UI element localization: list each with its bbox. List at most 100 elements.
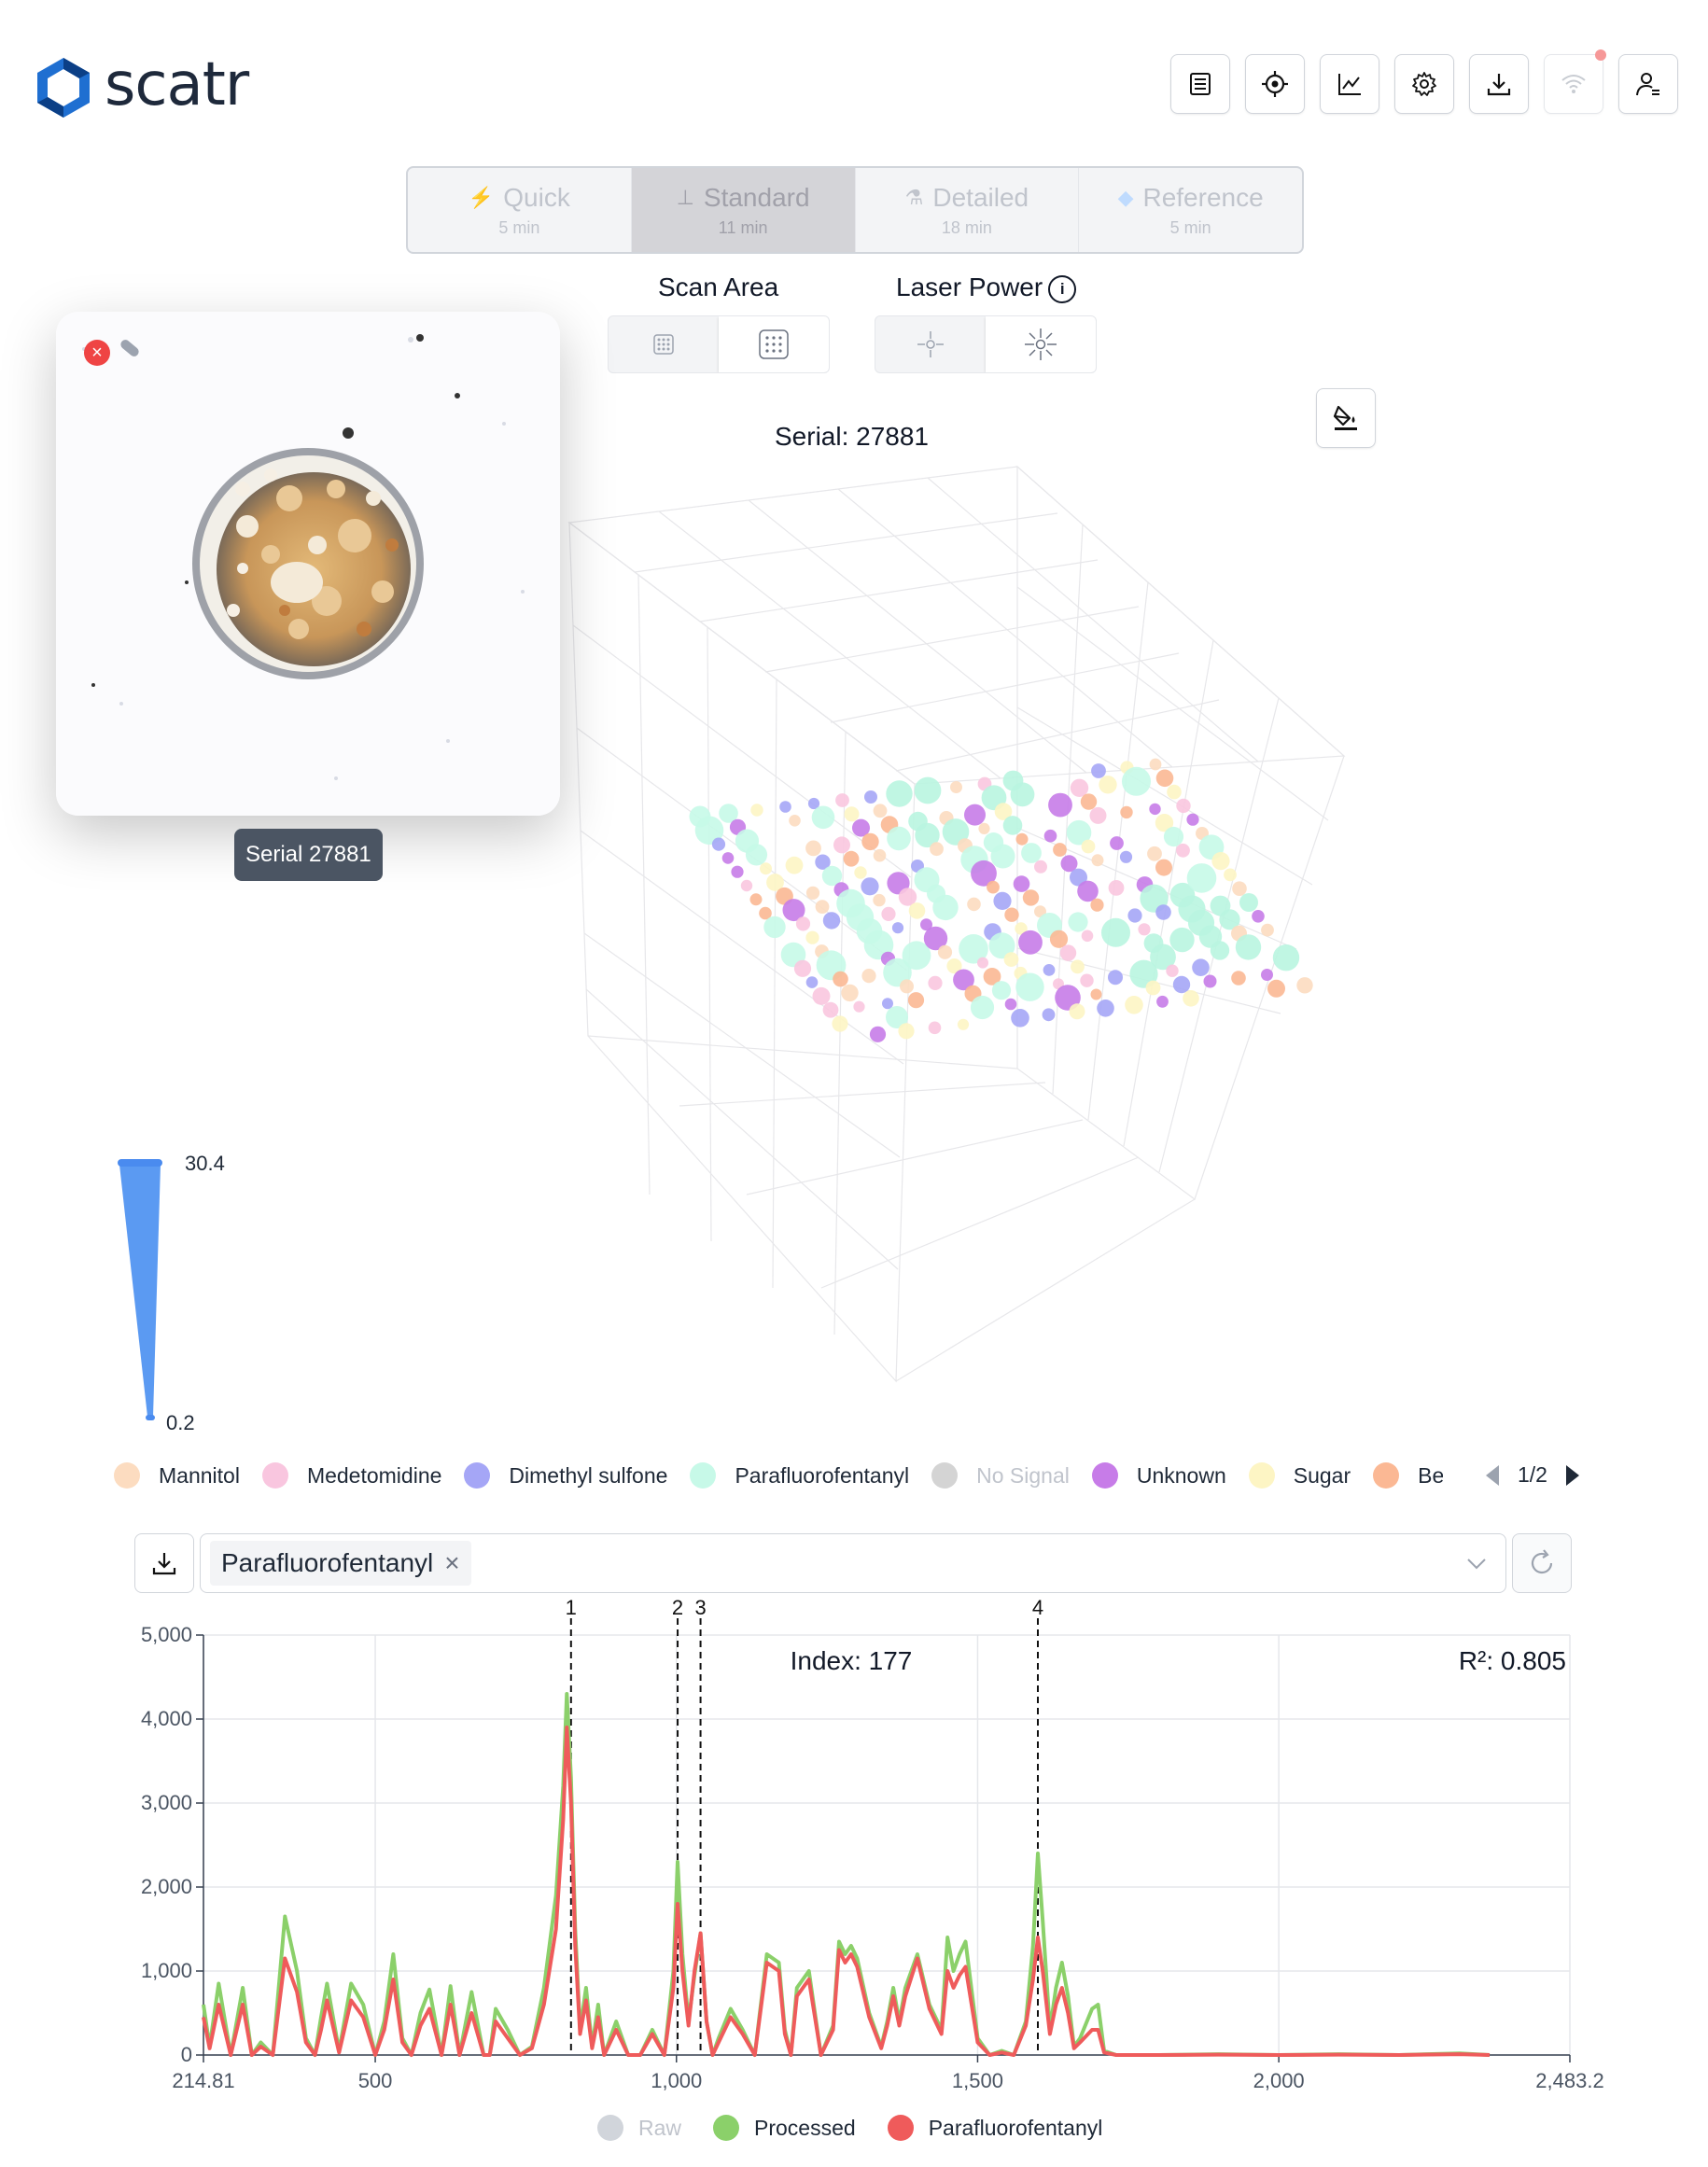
scatter-point xyxy=(1101,917,1130,947)
remove-chip-icon[interactable]: × xyxy=(444,1548,460,1577)
list-button[interactable] xyxy=(1170,54,1230,114)
laser-low-option[interactable] xyxy=(875,316,986,372)
scatter-point xyxy=(1011,1009,1029,1028)
legend-item-parafluorofentanyl-spectrum[interactable]: Parafluorofentanyl xyxy=(887,2115,1103,2141)
color-fill-button[interactable] xyxy=(1316,388,1376,448)
spectrum-download-button[interactable] xyxy=(134,1533,194,1593)
scan-mode-tabs: ⚡ Quick 5 min ⊥ Standard 11 min ⚗ Detailed … xyxy=(406,166,1304,254)
compound-select[interactable]: Parafluorofentanyl × xyxy=(200,1533,1506,1593)
r2-label: R²: 0.805 xyxy=(1459,1646,1566,1675)
scatter-point xyxy=(805,976,819,988)
laser-high-icon xyxy=(1025,329,1057,360)
download-button[interactable] xyxy=(1469,54,1529,114)
tab-standard[interactable]: ⊥ Standard 11 min xyxy=(631,168,856,252)
settings-button[interactable] xyxy=(1394,54,1454,114)
scatter-point xyxy=(978,822,990,834)
scatter-point xyxy=(937,944,953,959)
legend-item-raw[interactable]: Raw xyxy=(597,2115,681,2141)
scatter-point xyxy=(1166,964,1179,977)
spectrum-chart[interactable]: 0 1,000 2,000 3,000 4,000 5,000 214.81 500 1,000… xyxy=(0,1587,1708,2109)
laser-low-icon xyxy=(917,331,944,357)
legend-item-no-signal[interactable]: No Signal xyxy=(931,1462,1070,1489)
legend-item-dimethyl-sulfone[interactable]: Dimethyl sulfone xyxy=(464,1462,667,1489)
scatter-point xyxy=(721,852,735,864)
refresh-icon xyxy=(1531,1549,1553,1574)
legend-item-processed[interactable]: Processed xyxy=(713,2115,856,2141)
selected-compound: Parafluorofentanyl xyxy=(221,1548,434,1577)
scatter-point xyxy=(1149,803,1161,816)
legend-item-mannitol[interactable]: Mannitol xyxy=(114,1462,240,1489)
colorscale-min: 0.2 xyxy=(166,1411,195,1434)
tab-label: Detailed xyxy=(932,182,1029,212)
scatter-point xyxy=(807,797,820,810)
legend-item-sugar[interactable]: Sugar xyxy=(1248,1462,1351,1489)
scatter-point xyxy=(907,992,925,1009)
close-photo-button[interactable]: × xyxy=(84,340,110,366)
x-tick-label: 1,000 xyxy=(651,2069,702,2092)
y-tick-label: 2,000 xyxy=(141,1875,192,1898)
tab-detailed[interactable]: ⚗ Detailed 18 min xyxy=(856,168,1080,252)
scatter-point xyxy=(835,793,849,807)
scan-area-small-option[interactable] xyxy=(609,316,719,372)
paint-bucket-icon xyxy=(1333,405,1357,430)
scatter-point xyxy=(861,832,879,851)
scatter-point xyxy=(900,979,914,994)
laser-high-option[interactable] xyxy=(986,316,1096,372)
user-button[interactable] xyxy=(1618,54,1678,114)
scatter-point xyxy=(766,874,784,891)
scatter-point xyxy=(1183,990,1199,1007)
target-button[interactable] xyxy=(1245,54,1305,114)
list-icon xyxy=(1190,73,1211,95)
index-label: Index: 177 xyxy=(791,1646,913,1675)
scatter-point xyxy=(914,776,942,804)
prev-page-icon[interactable] xyxy=(1484,1463,1501,1488)
chevron-down-icon[interactable] xyxy=(1464,1551,1489,1575)
scatter-point xyxy=(1015,832,1029,846)
scatter-point xyxy=(853,1000,865,1013)
legend-item-medetomidine[interactable]: Medetomidine xyxy=(261,1462,441,1489)
y-tick-label: 5,000 xyxy=(141,1623,192,1646)
scatter-3d-plot[interactable] xyxy=(504,448,1381,1391)
legend-label: Mannitol xyxy=(159,1462,240,1488)
scatter-point xyxy=(932,894,959,921)
spectrum-axes: 0 1,000 2,000 3,000 4,000 5,000 214.81 500 1,000… xyxy=(141,1623,1604,2092)
scan-area-large-option[interactable] xyxy=(719,316,829,372)
y-tick-label: 1,000 xyxy=(141,1959,192,1982)
scatter-point xyxy=(1021,843,1042,863)
scatter-point xyxy=(841,984,859,1002)
user-icon xyxy=(1636,73,1659,96)
legend-dot xyxy=(1373,1462,1400,1489)
tab-reference[interactable]: ◆ Reference 5 min xyxy=(1079,168,1302,252)
next-page-icon[interactable] xyxy=(1564,1463,1581,1488)
chart-button[interactable] xyxy=(1320,54,1379,114)
legend-item-unknown[interactable]: Unknown xyxy=(1091,1462,1226,1489)
scatter-point xyxy=(861,877,879,896)
scatter-point xyxy=(990,844,1015,869)
scatter-point xyxy=(1010,782,1035,807)
legend-label: Processed xyxy=(754,2115,856,2140)
scatter-point xyxy=(833,971,848,987)
scatter-point xyxy=(950,781,962,793)
wifi-button[interactable] xyxy=(1544,49,1606,114)
tab-quick[interactable]: ⚡ Quick 5 min xyxy=(408,168,632,252)
scatter-point xyxy=(920,918,932,931)
spectrum-lines xyxy=(202,1692,1491,2057)
scatter-point xyxy=(1053,843,1067,857)
scatter-point xyxy=(1043,964,1056,976)
scatter-point xyxy=(886,780,913,807)
legend-item-ber[interactable]: Ber xyxy=(1373,1462,1443,1489)
legend-label: Parafluorofentanyl xyxy=(928,2115,1103,2140)
scatter-point xyxy=(1091,763,1106,778)
scatter-point xyxy=(1224,868,1237,882)
tab-label: Standard xyxy=(703,182,810,212)
info-icon[interactable]: i xyxy=(1048,274,1077,303)
reset-button[interactable] xyxy=(1512,1533,1572,1593)
legend-item-parafluorofentanyl[interactable]: Parafluorofentanyl xyxy=(690,1462,909,1489)
legend-page: 1/2 xyxy=(1518,1462,1547,1487)
scatter-point xyxy=(1272,944,1300,972)
scatter-point xyxy=(1156,995,1169,1008)
x-tick-label: 500 xyxy=(358,2069,393,2092)
scatter-point xyxy=(805,930,819,944)
scatter-point xyxy=(1071,959,1085,974)
scatter-point xyxy=(886,1006,908,1028)
